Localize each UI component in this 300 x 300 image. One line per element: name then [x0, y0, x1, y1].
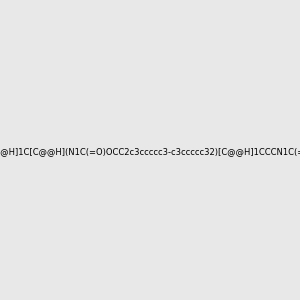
Text: OC(=O)[C@@H]1C[C@@H](N1C(=O)OCC2c3ccccc3-c3ccccc32)[C@@H]1CCCN1C(=O)OC(C)(C)C: OC(=O)[C@@H]1C[C@@H](N1C(=O)OCC2c3ccccc3… [0, 147, 300, 156]
